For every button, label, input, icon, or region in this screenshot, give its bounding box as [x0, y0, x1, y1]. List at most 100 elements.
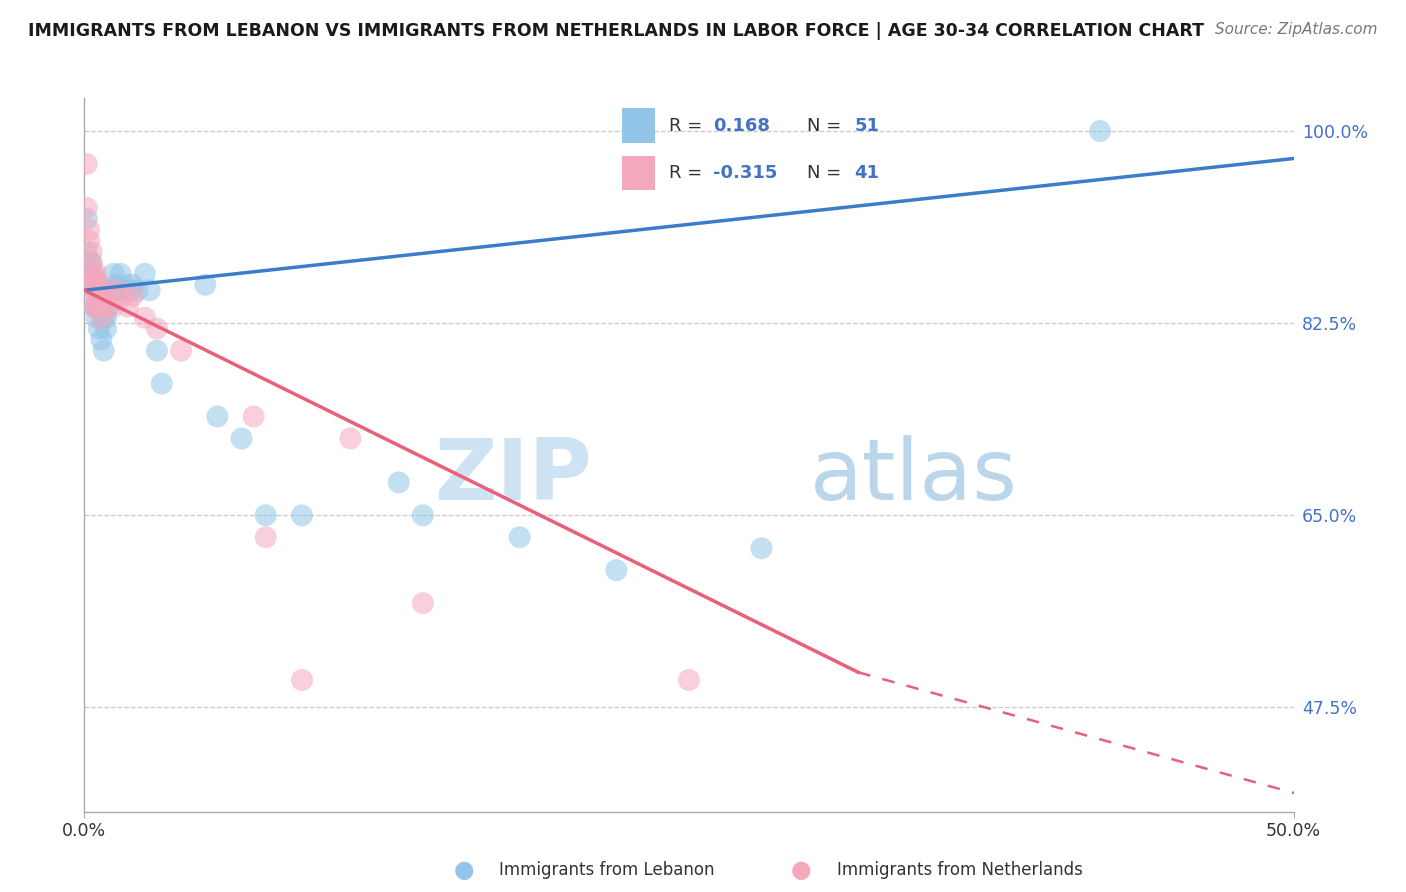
- Point: [146, 321, 169, 335]
- Text: 51: 51: [855, 117, 880, 135]
- Point: [80, 267, 103, 281]
- Point: [77, 234, 100, 248]
- Point: [134, 267, 156, 281]
- Point: [80, 256, 103, 270]
- Point: [87, 277, 110, 292]
- Text: N =: N =: [807, 164, 848, 182]
- Point: [93, 310, 115, 325]
- Text: Source: ZipAtlas.com: Source: ZipAtlas.com: [1215, 22, 1378, 37]
- Point: [121, 289, 143, 303]
- Point: [87, 289, 110, 303]
- Point: [509, 530, 531, 544]
- Point: [87, 277, 110, 292]
- Text: R =: R =: [669, 164, 709, 182]
- Point: [83, 283, 105, 297]
- Point: [77, 256, 100, 270]
- Point: [412, 596, 434, 610]
- Point: [90, 283, 112, 297]
- Point: [77, 267, 100, 281]
- Point: [93, 300, 115, 314]
- Point: [87, 321, 110, 335]
- Point: [117, 300, 139, 314]
- Text: IMMIGRANTS FROM LEBANON VS IMMIGRANTS FROM NETHERLANDS IN LABOR FORCE | AGE 30-3: IMMIGRANTS FROM LEBANON VS IMMIGRANTS FR…: [28, 22, 1204, 40]
- Point: [86, 283, 108, 297]
- Text: Immigrants from Lebanon: Immigrants from Lebanon: [499, 861, 714, 879]
- Point: [104, 277, 127, 292]
- Point: [86, 300, 108, 314]
- Point: [76, 157, 98, 171]
- Point: [242, 409, 264, 424]
- Point: [112, 289, 135, 303]
- Y-axis label: In Labor Force | Age 30-34: In Labor Force | Age 30-34: [0, 340, 8, 570]
- Point: [412, 508, 434, 523]
- Point: [76, 201, 98, 215]
- Point: [83, 267, 105, 281]
- Text: R =: R =: [669, 117, 709, 135]
- Text: N =: N =: [807, 117, 848, 135]
- Point: [90, 333, 112, 347]
- Point: [93, 289, 115, 303]
- Point: [103, 300, 125, 314]
- Point: [110, 267, 132, 281]
- Point: [93, 343, 115, 358]
- Point: [339, 432, 361, 446]
- Point: [678, 673, 700, 687]
- Text: 41: 41: [855, 164, 880, 182]
- Point: [77, 267, 100, 281]
- Point: [138, 283, 160, 297]
- Point: [194, 277, 217, 292]
- Point: [207, 409, 229, 424]
- Point: [97, 300, 120, 314]
- Point: [150, 376, 173, 391]
- Bar: [621, 108, 655, 144]
- Point: [114, 277, 136, 292]
- Point: [146, 343, 169, 358]
- Point: [93, 289, 115, 303]
- Point: [76, 211, 98, 226]
- Point: [121, 277, 143, 292]
- Point: [107, 283, 129, 297]
- Point: [90, 310, 112, 325]
- Point: [83, 277, 105, 292]
- Point: [170, 343, 193, 358]
- Point: [94, 300, 117, 314]
- Point: [80, 256, 103, 270]
- Point: [112, 283, 135, 297]
- Text: -0.315: -0.315: [713, 164, 778, 182]
- Point: [231, 432, 253, 446]
- Point: [254, 530, 277, 544]
- Point: [107, 283, 129, 297]
- Point: [97, 289, 120, 303]
- Point: [94, 300, 117, 314]
- Point: [103, 267, 125, 281]
- Point: [134, 310, 156, 325]
- Point: [97, 283, 120, 297]
- Point: [83, 300, 105, 314]
- Point: [127, 283, 149, 297]
- Point: [83, 300, 105, 314]
- Point: [86, 289, 108, 303]
- Point: [254, 508, 277, 523]
- Point: [86, 300, 108, 314]
- Point: [86, 310, 108, 325]
- Point: [94, 321, 117, 335]
- Point: [77, 223, 100, 237]
- Text: ●: ●: [792, 858, 811, 881]
- Point: [83, 277, 105, 292]
- Text: ●: ●: [454, 858, 474, 881]
- Point: [90, 300, 112, 314]
- Text: ZIP: ZIP: [434, 434, 592, 518]
- Point: [87, 300, 110, 314]
- Point: [291, 508, 314, 523]
- Point: [80, 277, 103, 292]
- Bar: [621, 155, 655, 190]
- Point: [291, 673, 314, 687]
- Point: [87, 300, 110, 314]
- Point: [1088, 124, 1111, 138]
- Text: Immigrants from Netherlands: Immigrants from Netherlands: [837, 861, 1083, 879]
- Text: atlas: atlas: [810, 434, 1018, 518]
- Point: [80, 244, 103, 259]
- Point: [86, 267, 108, 281]
- Text: 0.168: 0.168: [713, 117, 770, 135]
- Point: [605, 563, 627, 577]
